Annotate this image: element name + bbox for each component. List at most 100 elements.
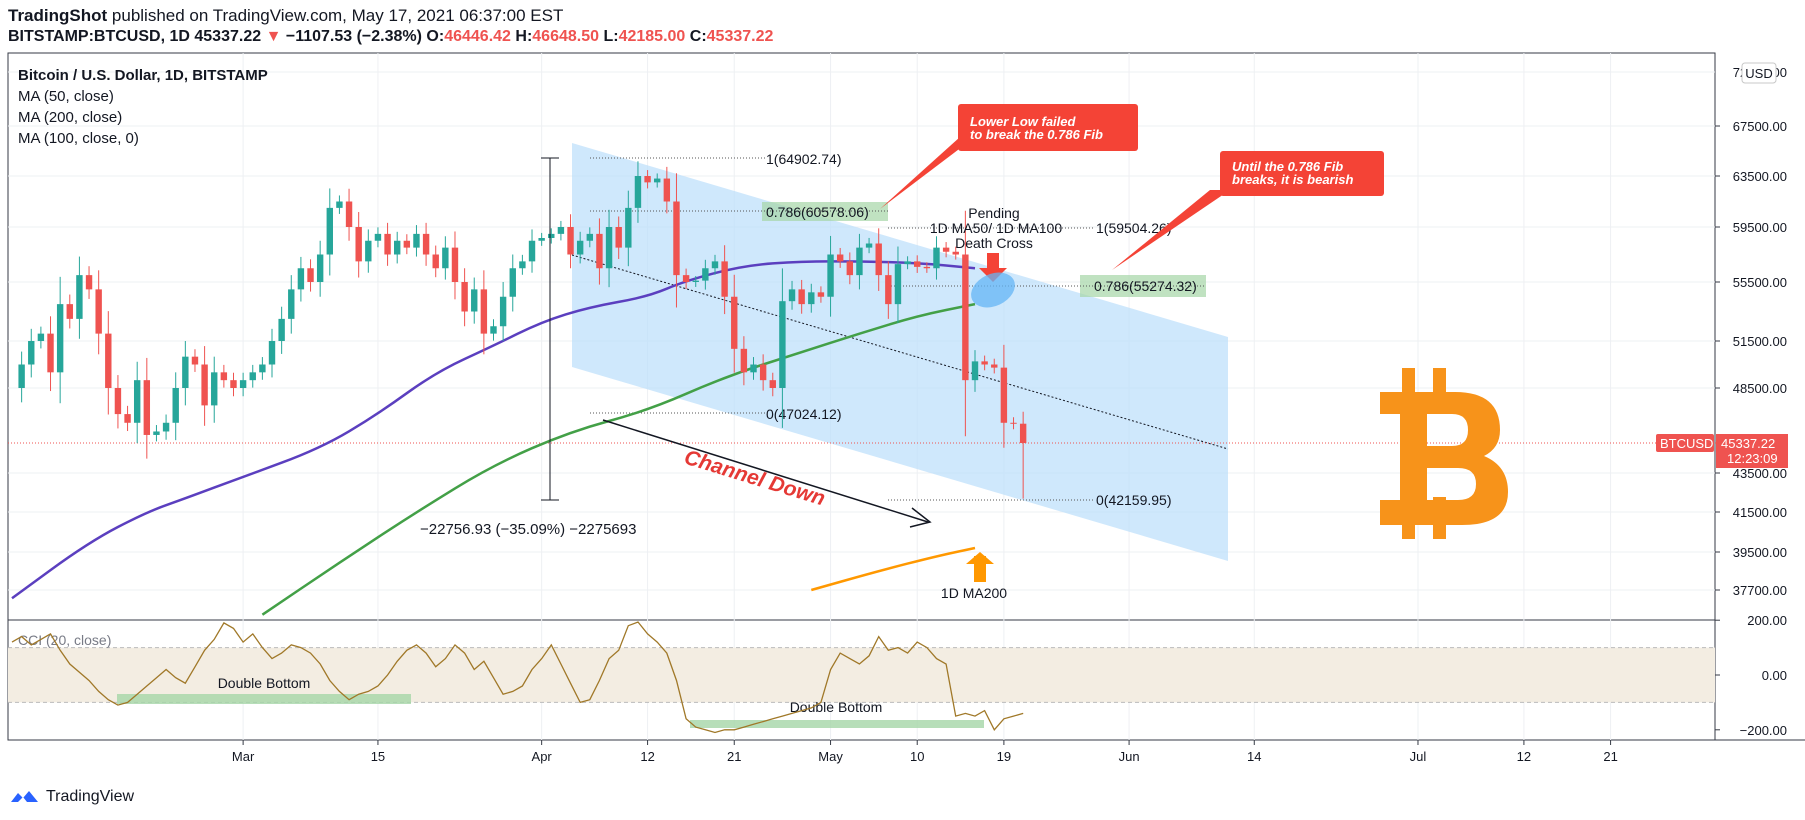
ma100-line[interactable] bbox=[261, 302, 976, 616]
candle-body[interactable] bbox=[76, 275, 83, 319]
candle-body[interactable] bbox=[191, 356, 199, 365]
ma200-line[interactable] bbox=[810, 546, 976, 592]
candle-body[interactable] bbox=[856, 247, 863, 276]
candle-body[interactable] bbox=[403, 240, 411, 248]
candle-body[interactable] bbox=[567, 227, 574, 255]
footer-brand[interactable]: TradingView bbox=[46, 788, 135, 805]
candle-body[interactable] bbox=[654, 178, 661, 183]
candle-body[interactable] bbox=[413, 233, 420, 248]
candle-body[interactable] bbox=[519, 261, 526, 269]
candle-body[interactable] bbox=[278, 318, 285, 341]
candle-body[interactable] bbox=[162, 422, 170, 432]
candle-body[interactable] bbox=[124, 414, 131, 423]
candle-body[interactable] bbox=[480, 289, 488, 334]
time-axis[interactable]: Mar 15 Apr 12 21 May 10 19 Jun 14 Jul 12 21 bbox=[232, 740, 1618, 764]
candle-body[interactable] bbox=[47, 333, 54, 373]
candle-body[interactable] bbox=[374, 233, 382, 241]
currency-box[interactable] bbox=[1741, 62, 1777, 84]
candle-body[interactable] bbox=[461, 282, 468, 312]
candle-body[interactable] bbox=[634, 176, 642, 208]
candle-body[interactable] bbox=[548, 233, 555, 238]
candle-body[interactable] bbox=[442, 247, 449, 269]
candle-body[interactable] bbox=[836, 254, 844, 262]
candle-body[interactable] bbox=[962, 254, 969, 381]
candle-body[interactable] bbox=[153, 431, 160, 435]
candle-body[interactable] bbox=[933, 247, 940, 269]
candle-body[interactable] bbox=[56, 304, 64, 373]
candle-body[interactable] bbox=[326, 207, 333, 255]
candle-body[interactable] bbox=[721, 261, 728, 297]
candle-body[interactable] bbox=[673, 201, 680, 276]
candle-body[interactable] bbox=[451, 247, 459, 282]
candle-body[interactable] bbox=[220, 372, 228, 381]
candle-body[interactable] bbox=[1000, 367, 1008, 423]
candle-body[interactable] bbox=[991, 364, 998, 368]
candle-body[interactable] bbox=[894, 264, 902, 305]
candle-body[interactable] bbox=[586, 233, 593, 241]
candle-body[interactable] bbox=[471, 289, 478, 312]
candle-body[interactable] bbox=[422, 233, 430, 255]
publisher[interactable]: TradingShot bbox=[8, 6, 108, 25]
candle-body[interactable] bbox=[345, 201, 353, 228]
candle-body[interactable] bbox=[817, 292, 825, 297]
candle-body[interactable] bbox=[336, 201, 343, 208]
candle-body[interactable] bbox=[875, 243, 882, 276]
candle-body[interactable] bbox=[885, 275, 892, 305]
candle-body[interactable] bbox=[952, 251, 959, 255]
candle-body[interactable] bbox=[211, 372, 218, 406]
candle-body[interactable] bbox=[201, 364, 208, 406]
candle-body[interactable] bbox=[114, 388, 122, 415]
candle-body[interactable] bbox=[914, 261, 921, 267]
candle-body[interactable] bbox=[133, 380, 141, 423]
candle-body[interactable] bbox=[37, 333, 45, 341]
candle-body[interactable] bbox=[682, 275, 690, 282]
candle-body[interactable] bbox=[172, 388, 179, 423]
candle-body[interactable] bbox=[731, 296, 738, 349]
candle-body[interactable] bbox=[557, 227, 565, 234]
candle-body[interactable] bbox=[28, 341, 35, 365]
candle-body[interactable] bbox=[239, 380, 247, 388]
candle-body[interactable] bbox=[528, 240, 536, 262]
candle-body[interactable] bbox=[316, 254, 324, 283]
ma50-line[interactable] bbox=[11, 260, 976, 600]
candle-body[interactable] bbox=[268, 341, 276, 365]
candle-body[interactable] bbox=[971, 361, 979, 381]
candle-body[interactable] bbox=[779, 301, 786, 388]
candle-body[interactable] bbox=[711, 261, 719, 269]
candle-body[interactable] bbox=[307, 268, 314, 282]
candle-body[interactable] bbox=[490, 326, 497, 334]
legend-ma200[interactable]: MA (200, close) bbox=[18, 109, 123, 126]
candle-body[interactable] bbox=[576, 240, 584, 255]
candle-body[interactable] bbox=[788, 289, 796, 302]
candles[interactable] bbox=[18, 161, 1027, 499]
candle-body[interactable] bbox=[750, 364, 757, 373]
legend-ma50[interactable]: MA (50, close) bbox=[18, 88, 114, 105]
candle-body[interactable] bbox=[692, 280, 699, 282]
candle-body[interactable] bbox=[18, 364, 25, 389]
candle-body[interactable] bbox=[432, 254, 439, 269]
candle-body[interactable] bbox=[605, 227, 613, 269]
candle-body[interactable] bbox=[1010, 422, 1017, 424]
candle-body[interactable] bbox=[66, 304, 73, 319]
candle-body[interactable] bbox=[143, 380, 151, 435]
candle-body[interactable] bbox=[615, 227, 622, 248]
candle-body[interactable] bbox=[808, 292, 815, 305]
candle-body[interactable] bbox=[596, 233, 603, 269]
candle-body[interactable] bbox=[95, 289, 102, 334]
callout1-box[interactable] bbox=[958, 104, 1138, 151]
candle-body[interactable] bbox=[182, 356, 189, 388]
candle-body[interactable] bbox=[1019, 423, 1027, 443]
candle-body[interactable] bbox=[259, 364, 266, 373]
callout2-box[interactable] bbox=[1220, 151, 1384, 196]
candle-body[interactable] bbox=[625, 207, 632, 248]
cci-line[interactable] bbox=[11, 621, 1024, 734]
candle-body[interactable] bbox=[923, 266, 931, 269]
candle-body[interactable] bbox=[538, 238, 545, 241]
candle-body[interactable] bbox=[865, 243, 873, 248]
candle-body[interactable] bbox=[740, 348, 748, 373]
candle-body[interactable] bbox=[759, 364, 767, 381]
candle-body[interactable] bbox=[798, 289, 805, 305]
candle-body[interactable] bbox=[394, 240, 401, 255]
candle-body[interactable] bbox=[105, 333, 112, 388]
